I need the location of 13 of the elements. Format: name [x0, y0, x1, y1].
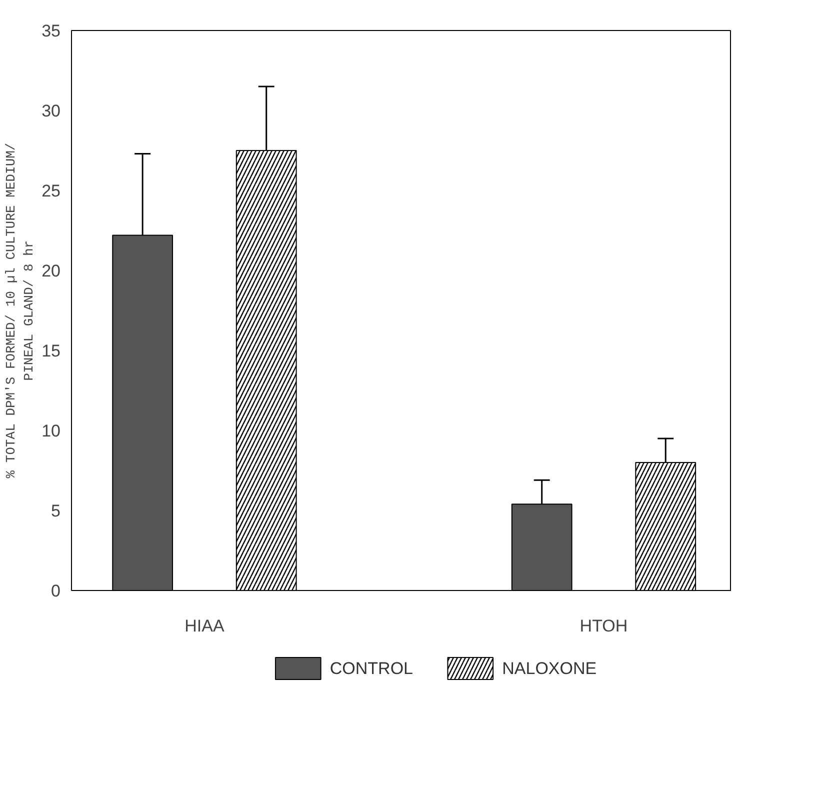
- y-tick-label: 35: [42, 22, 61, 40]
- y-axis-title: % TOTAL DPM'S FORMED/ 10 µl CULTURE MEDIUM/ PINEAL GLAND/ 8 hr: [4, 142, 37, 478]
- y-tick-label: 0: [51, 582, 61, 600]
- legend-label: NALOXONE: [502, 659, 597, 678]
- y-tick-label: 5: [51, 502, 61, 520]
- y-tick-label: 30: [42, 102, 61, 120]
- x-tick-label: HTOH: [580, 616, 628, 636]
- legend-label: CONTROL: [330, 659, 413, 678]
- y-tick-label: 25: [42, 182, 61, 200]
- y-tick-label: 10: [42, 422, 61, 440]
- y-tick-label: 20: [42, 262, 61, 280]
- y-tick-label: 15: [42, 342, 61, 360]
- x-tick-label: HIAA: [184, 616, 225, 636]
